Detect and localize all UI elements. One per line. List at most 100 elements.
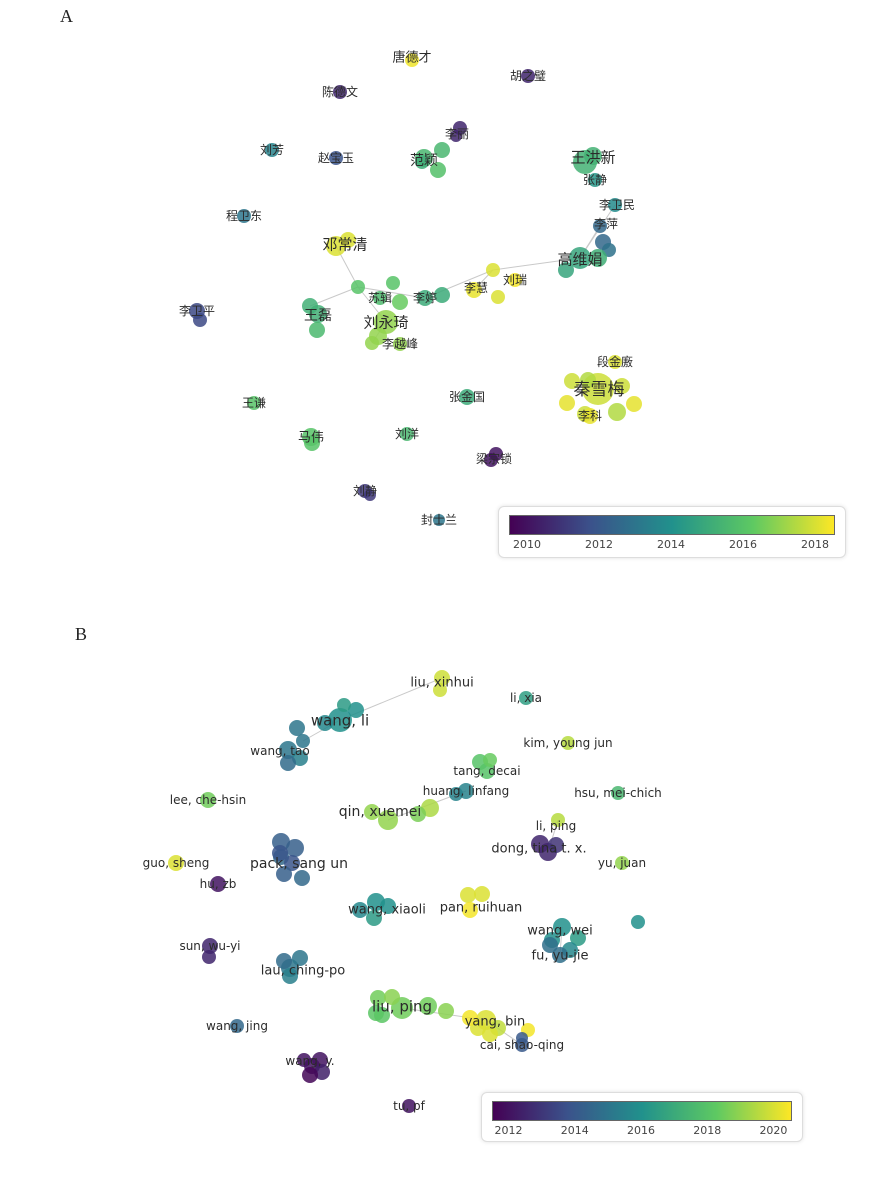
panel-b-node-kim-young-jun[interactable]: kim, young jun bbox=[523, 736, 613, 750]
panel-b-node-circle[interactable] bbox=[433, 683, 447, 697]
panel-b-node-circle[interactable] bbox=[631, 915, 645, 929]
panel-a-node-node-26[interactable]: 张金国 bbox=[449, 389, 485, 405]
panel-b-node-circle[interactable] bbox=[410, 806, 426, 822]
panel-a-node-circle[interactable] bbox=[582, 408, 598, 424]
panel-a-node-circle[interactable] bbox=[351, 280, 365, 294]
panel-a-node-circle[interactable] bbox=[417, 290, 433, 306]
panel-b-node-circle[interactable] bbox=[615, 856, 629, 870]
panel-a-node-node-0[interactable]: 唐德才 bbox=[392, 50, 432, 67]
panel-b-node-circle[interactable] bbox=[276, 953, 292, 969]
panel-b-node-circle[interactable] bbox=[352, 902, 368, 918]
panel-b-node-wang-xiaoli[interactable]: wang, xiaoli bbox=[348, 893, 426, 926]
panel-a-node-circle[interactable] bbox=[626, 396, 642, 412]
panel-b-node-wang-tao[interactable]: wang, tao bbox=[250, 720, 310, 771]
panel-a-node-circle[interactable] bbox=[484, 453, 498, 467]
panel-b-node-circle[interactable] bbox=[282, 968, 298, 984]
panel-b-node-wang-wei[interactable]: wang, wei bbox=[527, 915, 645, 958]
panel-b-node-circle[interactable] bbox=[348, 702, 364, 718]
panel-b-node-circle[interactable] bbox=[434, 670, 450, 686]
panel-b-node-circle[interactable] bbox=[384, 989, 400, 1005]
panel-b-node-li-ping[interactable]: li, ping bbox=[536, 813, 576, 833]
panel-b-node-circle[interactable] bbox=[374, 1007, 390, 1023]
panel-b-node-circle[interactable] bbox=[419, 997, 437, 1015]
panel-b-node-circle[interactable] bbox=[474, 886, 490, 902]
panel-b-node-tang-decai[interactable]: tang, decai bbox=[453, 753, 521, 779]
panel-a-node-node-10[interactable]: 李卫民 bbox=[599, 197, 635, 212]
panel-a-node-circle[interactable] bbox=[593, 219, 607, 233]
panel-b-node-pack-sang-un[interactable]: pack, sang un bbox=[250, 833, 348, 886]
panel-b-node-circle[interactable] bbox=[200, 792, 216, 808]
panel-a-node-circle[interactable] bbox=[558, 262, 574, 278]
panel-b-node-yang-bin[interactable]: yang, bin bbox=[462, 1010, 535, 1042]
panel-a-node-circle[interactable] bbox=[364, 489, 376, 501]
panel-a-node-circle[interactable] bbox=[466, 282, 482, 298]
panel-b-node-circle[interactable] bbox=[230, 1019, 244, 1033]
panel-a-node-node-17[interactable]: 李婷 bbox=[413, 287, 450, 306]
panel-a-node-circle[interactable] bbox=[304, 435, 320, 451]
panel-b-node-yu-juan[interactable]: yu, juan bbox=[598, 856, 646, 870]
panel-a-node-circle[interactable] bbox=[237, 209, 251, 223]
panel-a-node-node-23[interactable]: 秦雪梅 bbox=[559, 372, 642, 422]
panel-b-node-circle[interactable] bbox=[366, 910, 382, 926]
panel-b-node-circle[interactable] bbox=[378, 810, 398, 830]
panel-a-node-node-27[interactable]: 马伟 bbox=[298, 428, 324, 451]
panel-a-node-node-3[interactable]: 李丽 bbox=[445, 121, 469, 142]
panel-a-node-circle[interactable] bbox=[247, 396, 261, 410]
panel-a-node-node-6[interactable]: 范颖 bbox=[410, 142, 450, 178]
panel-a-node-node-7[interactable]: 王洪新 bbox=[570, 147, 616, 174]
panel-b-node-wang-y[interactable]: wang, y. bbox=[285, 1052, 335, 1083]
panel-a-node-node-9[interactable]: 程卫东 bbox=[226, 208, 262, 223]
panel-b-node-circle[interactable] bbox=[483, 753, 497, 767]
panel-a-node-circle[interactable] bbox=[588, 173, 602, 187]
panel-a-node-node-25[interactable]: 王谦 bbox=[242, 396, 266, 410]
panel-a-node-node-30[interactable]: 刘静 bbox=[353, 484, 377, 501]
panel-b-node-circle[interactable] bbox=[611, 786, 625, 800]
panel-a-node-circle[interactable] bbox=[614, 378, 630, 394]
panel-b-node-cai-shao-qing[interactable]: cai, shao-qing bbox=[480, 1032, 564, 1052]
panel-b-node-circle[interactable] bbox=[551, 813, 565, 827]
panel-b-node-circle[interactable] bbox=[570, 930, 586, 946]
panel-b-node-lau-ching-po[interactable]: lau, ching-po bbox=[261, 950, 346, 984]
panel-b-node-circle[interactable] bbox=[460, 887, 476, 903]
panel-b-node-hsu-mei-chich[interactable]: hsu, mei-chich bbox=[574, 786, 662, 800]
panel-b-node-circle[interactable] bbox=[292, 950, 308, 966]
panel-a-node-node-5[interactable]: 赵宝玉 bbox=[318, 151, 354, 165]
panel-a-node-circle[interactable] bbox=[415, 155, 429, 169]
panel-b-node-circle[interactable] bbox=[168, 855, 184, 871]
panel-b-node-pan-ruihuan[interactable]: pan, ruihuan bbox=[440, 886, 523, 918]
panel-b-node-sun-wu-yi[interactable]: sun, wu-yi bbox=[179, 938, 241, 964]
panel-b-node-circle[interactable] bbox=[202, 938, 218, 954]
panel-a-node-circle[interactable] bbox=[564, 373, 580, 389]
panel-a-node-circle[interactable] bbox=[491, 290, 505, 304]
panel-b-node-hu-zb[interactable]: hu, zb bbox=[200, 876, 237, 892]
panel-b-node-huang-linfang[interactable]: huang, linfang bbox=[423, 783, 510, 801]
panel-b-node-li-xia[interactable]: li, xia bbox=[510, 691, 542, 705]
panel-a-node-circle[interactable] bbox=[329, 151, 343, 165]
panel-a-node-circle[interactable] bbox=[450, 130, 462, 142]
panel-a-node-node-2[interactable]: 陈德文 bbox=[322, 84, 358, 99]
panel-b-node-circle[interactable] bbox=[531, 835, 549, 853]
panel-a-node-circle[interactable] bbox=[584, 147, 602, 165]
panel-a-node-circle[interactable] bbox=[434, 142, 450, 158]
panel-a-node-circle[interactable] bbox=[400, 427, 414, 441]
panel-a-node-node-19[interactable]: 王磊 bbox=[302, 298, 332, 338]
panel-a-node-circle[interactable] bbox=[608, 355, 622, 369]
panel-a-node-circle[interactable] bbox=[405, 53, 419, 67]
panel-a-node-circle[interactable] bbox=[433, 514, 445, 526]
panel-b-node-circle[interactable] bbox=[561, 736, 575, 750]
panel-a-node-circle[interactable] bbox=[589, 249, 607, 267]
panel-b-node-circle[interactable] bbox=[462, 1010, 478, 1026]
panel-b-node-circle[interactable] bbox=[402, 1099, 416, 1113]
panel-b-node-guo-sheng[interactable]: guo, sheng bbox=[143, 855, 210, 871]
panel-b-node-lee-che-hsin[interactable]: lee, che-hsin bbox=[170, 792, 246, 808]
panel-a-node-node-31[interactable]: 封士兰 bbox=[421, 513, 457, 527]
panel-a-node-circle[interactable] bbox=[386, 276, 400, 290]
panel-a-node-circle[interactable] bbox=[608, 198, 622, 212]
panel-b-node-circle[interactable] bbox=[516, 1032, 528, 1044]
panel-a-node-node-12[interactable]: 邓常清 bbox=[322, 232, 368, 256]
panel-b-node-circle[interactable] bbox=[292, 750, 308, 766]
panel-b-node-wang-jing[interactable]: wang, jing bbox=[206, 1019, 268, 1033]
panel-a-node-circle[interactable] bbox=[559, 395, 575, 411]
panel-b-node-fu-yu-jie[interactable]: fu, yu-jie bbox=[532, 937, 589, 964]
panel-b-node-dong-tina-t-x[interactable]: dong, tina t. x. bbox=[491, 835, 587, 861]
